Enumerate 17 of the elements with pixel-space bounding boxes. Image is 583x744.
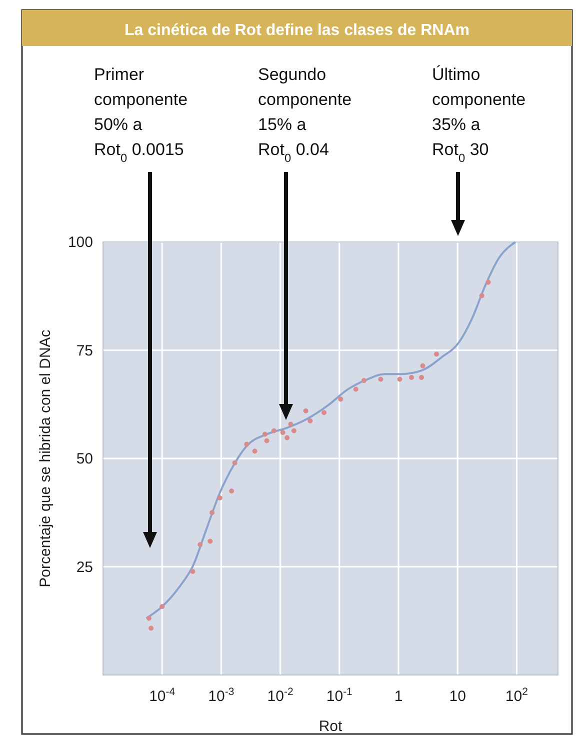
x-tick-label: 10 [449, 688, 466, 705]
x-axis-title: Rot [318, 718, 344, 735]
text: Primer componente 50% a Rot$_{0}$ 0.0015 [94, 65, 188, 165]
chart-title: La cinética de Rot define las clases de RNAm [124, 22, 470, 39]
x-tick-label: 1 [394, 688, 403, 705]
x-tick-label: 10$^{-4}$ [149, 686, 176, 705]
text: Último componente 35% a Rot$_{0}$ 30 [432, 65, 526, 165]
x-tick-label: 10$^{2}$ [505, 686, 528, 705]
x-tick-label: 10$^{-1}$ [326, 686, 353, 705]
y-axis-title: Porcentaje que se hibrida con el DNAc [37, 329, 54, 588]
y-tick-label: 25 [76, 558, 93, 576]
x-tick-label: 10$^{-3}$ [208, 686, 234, 705]
text: Segundo componente 15% a Rot$_{0}$ 0.04 [258, 65, 352, 165]
y-tick-label: 75 [76, 342, 93, 360]
y-tick-label: 50 [76, 450, 93, 468]
x-tick-label: 10$^{-2}$ [267, 686, 294, 705]
y-tick-label: 100 [68, 234, 93, 251]
